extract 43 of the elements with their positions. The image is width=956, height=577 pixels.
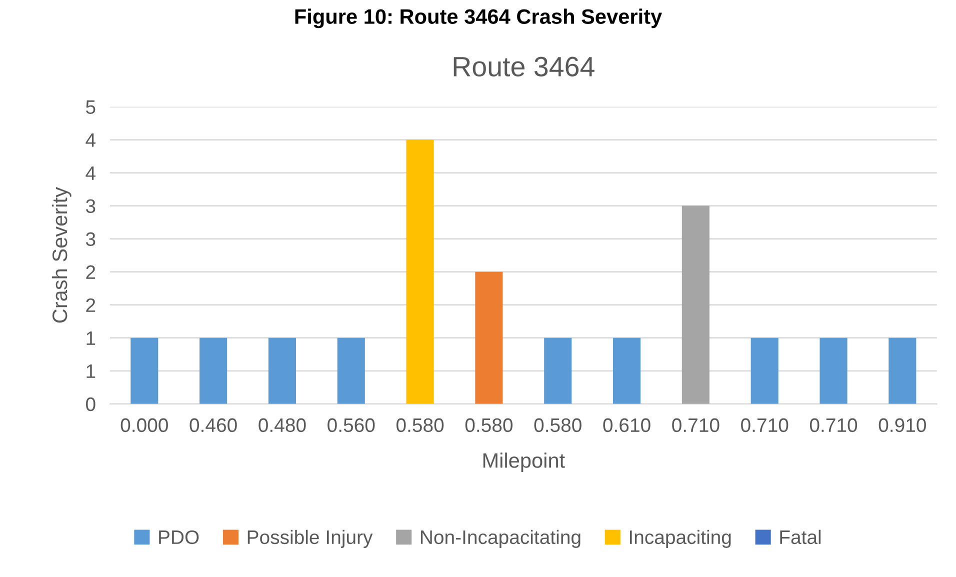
bar (750, 338, 778, 404)
x-axis-title: Milepoint (483, 452, 565, 472)
bar (820, 338, 848, 404)
x-tick-label: 0.560 (328, 418, 375, 432)
x-tick-label: 0.710 (741, 418, 788, 432)
y-tick-label: 2 (86, 298, 96, 312)
bar (337, 338, 365, 404)
legend-label: Incapaciting (630, 530, 731, 548)
y-tick-label: 1 (86, 332, 96, 345)
x-tick-label: 0.580 (465, 418, 513, 432)
legend-label: PDO (159, 530, 199, 544)
bar (888, 338, 916, 404)
y-tick-label: 2 (86, 265, 96, 279)
x-tick-label: 0.710 (672, 418, 720, 432)
bar (130, 338, 158, 404)
x-tick-label: 0.000 (120, 418, 168, 432)
x-tick-label: 0.710 (810, 418, 858, 432)
y-tick-label: 4 (86, 166, 96, 180)
x-tick-label: 0.460 (190, 418, 237, 432)
legend-label: Fatal (780, 530, 821, 544)
bar (475, 272, 503, 404)
bar (682, 206, 710, 404)
x-tick-label: 0.580 (396, 418, 444, 432)
bar (268, 338, 296, 404)
y-tick-label: 4 (86, 133, 96, 147)
y-tick-label: 3 (86, 232, 96, 246)
bar (544, 338, 572, 404)
caption: Figure 10: Route 3464 Crash Severity (295, 8, 662, 28)
y-tick-label: 3 (86, 199, 96, 214)
x-tick-label: 0.580 (534, 418, 582, 432)
y-axis-title: Crash Severity (52, 187, 72, 323)
y-tick-label: 5 (86, 100, 96, 114)
bar (406, 140, 434, 404)
x-tick-label: 0.480 (258, 418, 306, 432)
bar (200, 338, 228, 404)
legend-label: Non-Incapacitating (420, 530, 580, 548)
x-tick-label: 0.910 (878, 418, 926, 432)
chart-title: Route 3464 (454, 56, 594, 76)
y-tick-label: 1 (86, 364, 96, 378)
x-tick-label: 0.610 (603, 418, 650, 432)
y-tick-label: 0 (86, 397, 96, 412)
legend-label: Possible Injury (248, 530, 373, 548)
bar (612, 338, 641, 404)
